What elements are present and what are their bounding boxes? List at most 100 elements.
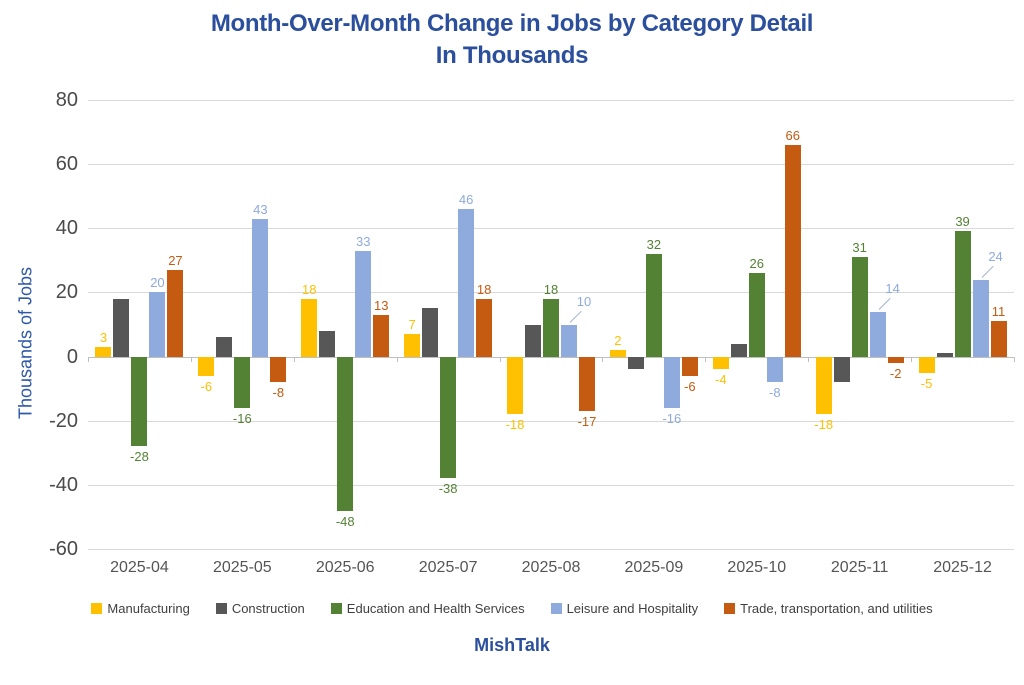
bar-trade-transportation-and-utilities-2025-06 bbox=[373, 314, 390, 357]
bar-value-label: 18 bbox=[543, 281, 559, 297]
bar-value-label: 39 bbox=[955, 214, 970, 230]
x-axis-label: 2025-12 bbox=[933, 559, 992, 576]
legend-swatch-icon bbox=[330, 603, 342, 614]
x-axis-label: 2025-09 bbox=[624, 559, 684, 576]
bar-value-label: -28 bbox=[130, 449, 149, 465]
bar-trade-transportation-and-utilities-2025-12 bbox=[990, 321, 1007, 357]
bar-trade-transportation-and-utilities-2025-07 bbox=[476, 298, 493, 357]
bar-leisure-and-hospitality-2025-06 bbox=[355, 250, 372, 357]
y-tick-label: 20 bbox=[55, 281, 78, 304]
bar-manufacturing-2025-12 bbox=[918, 356, 935, 373]
bar-leisure-and-hospitality-2025-07 bbox=[458, 209, 475, 357]
legend-swatch-icon bbox=[724, 603, 736, 614]
bar-education-and-health-services-2025-12 bbox=[954, 231, 971, 357]
bar-manufacturing-2025-04 bbox=[95, 346, 112, 357]
y-tick-label: 60 bbox=[55, 153, 78, 176]
legend-swatch-icon bbox=[215, 603, 227, 614]
legend-swatch-icon bbox=[91, 603, 103, 614]
x-axis-tick bbox=[705, 356, 707, 362]
bar-value-label: 18 bbox=[476, 281, 492, 297]
bar-trade-transportation-and-utilities-2025-10 bbox=[784, 144, 801, 357]
x-axis-tick bbox=[293, 356, 295, 362]
bar-value-label: 27 bbox=[168, 252, 183, 268]
legend-label: Trade, transportation, and utilities bbox=[740, 601, 933, 616]
bar-leisure-and-hospitality-2025-08 bbox=[561, 324, 577, 357]
gridline bbox=[88, 164, 1014, 166]
bar-leisure-and-hospitality-2025-04 bbox=[149, 292, 166, 357]
bar-manufacturing-2025-09 bbox=[609, 350, 626, 357]
x-axis-tick bbox=[499, 356, 501, 362]
bar-education-and-health-services-2025-06 bbox=[337, 356, 354, 511]
legend: Manufacturing Construction Education and H… bbox=[0, 601, 1024, 616]
bar-value-label: 7 bbox=[408, 317, 416, 333]
legend-item: Construction bbox=[215, 601, 305, 616]
legend-label: Construction bbox=[231, 601, 305, 616]
bar-value-label: -6 bbox=[684, 378, 696, 394]
x-axis-tick bbox=[88, 356, 89, 362]
gridline bbox=[88, 100, 1014, 101]
bar-value-label: 14 bbox=[885, 280, 900, 296]
bar-leisure-and-hospitality-2025-05 bbox=[252, 218, 269, 357]
chart-title: Month-Over-Month Change in Jobs by Categ… bbox=[0, 8, 1024, 72]
bar-value-label: 3 bbox=[99, 329, 108, 345]
bar-value-label: 2 bbox=[614, 333, 622, 349]
bar-education-and-health-services-2025-11 bbox=[851, 257, 868, 357]
y-tick-label: -60 bbox=[49, 538, 78, 560]
x-axis-label: 2025-11 bbox=[830, 559, 889, 576]
y-tick-label: 40 bbox=[55, 217, 78, 240]
x-axis-label: 2025-06 bbox=[315, 559, 375, 576]
bar-construction-2025-11 bbox=[833, 356, 850, 383]
bar-value-label: 43 bbox=[253, 201, 268, 217]
x-axis-label: 2025-04 bbox=[110, 559, 169, 576]
bar-value-label: 11 bbox=[991, 304, 1006, 320]
bar-construction-2025-08 bbox=[525, 324, 541, 357]
bar-manufacturing-2025-08 bbox=[507, 356, 523, 415]
legend-item: Manufacturing bbox=[91, 601, 190, 616]
bar-leisure-and-hospitality-2025-12 bbox=[972, 279, 989, 357]
bar-construction-2025-04 bbox=[113, 298, 130, 357]
legend-label: Leisure and Hospitality bbox=[566, 601, 699, 616]
legend-label: Education and Health Services bbox=[346, 601, 525, 616]
bar-value-label: -18 bbox=[814, 417, 834, 433]
bar-construction-2025-05 bbox=[216, 337, 233, 357]
bar-construction-2025-09 bbox=[627, 356, 644, 370]
bar-trade-transportation-and-utilities-2025-04 bbox=[167, 269, 184, 357]
bar-value-label: -16 bbox=[232, 410, 252, 426]
bar-value-label: 18 bbox=[301, 281, 317, 297]
source-label: MishTalk bbox=[474, 635, 550, 655]
x-axis-tick bbox=[190, 356, 192, 362]
bar-manufacturing-2025-10 bbox=[712, 356, 729, 370]
bar-education-and-health-services-2025-05 bbox=[234, 356, 251, 408]
bar-value-label: 26 bbox=[749, 256, 764, 272]
x-axis-tick bbox=[396, 356, 398, 362]
x-axis-label: 2025-05 bbox=[212, 559, 272, 576]
x-axis-tick bbox=[911, 356, 913, 362]
x-axis-tick bbox=[1014, 356, 1015, 362]
legend-item: Trade, transportation, and utilities bbox=[724, 601, 933, 616]
y-tick-label: -20 bbox=[49, 409, 78, 432]
y-tick-label: 80 bbox=[55, 89, 78, 111]
bar-education-and-health-services-2025-08 bbox=[543, 298, 559, 357]
gridline bbox=[88, 484, 1014, 486]
bar-value-label: 31 bbox=[852, 240, 867, 256]
bar-construction-2025-07 bbox=[422, 308, 439, 357]
bar-manufacturing-2025-07 bbox=[404, 334, 421, 357]
bar-trade-transportation-and-utilities-2025-05 bbox=[270, 356, 287, 383]
bar-education-and-health-services-2025-04 bbox=[131, 356, 148, 447]
bar-construction-2025-06 bbox=[319, 330, 336, 357]
x-axis-label: 2025-10 bbox=[727, 559, 787, 576]
bar-education-and-health-services-2025-10 bbox=[748, 273, 765, 357]
label-leader-line bbox=[569, 310, 582, 323]
bar-value-label: -2 bbox=[889, 365, 902, 381]
bar-value-label: 33 bbox=[355, 233, 371, 249]
legend-item: Leisure and Hospitality bbox=[550, 601, 699, 616]
bar-leisure-and-hospitality-2025-11 bbox=[869, 311, 886, 357]
bar-construction-2025-10 bbox=[730, 343, 747, 357]
bar-value-label: -16 bbox=[662, 410, 682, 426]
bar-leisure-and-hospitality-2025-09 bbox=[663, 356, 680, 408]
bar-trade-transportation-and-utilities-2025-11 bbox=[887, 356, 904, 363]
y-tick-label: 0 bbox=[66, 345, 78, 368]
x-axis-label: 2025-07 bbox=[418, 559, 478, 576]
legend-swatch-icon bbox=[550, 603, 562, 614]
